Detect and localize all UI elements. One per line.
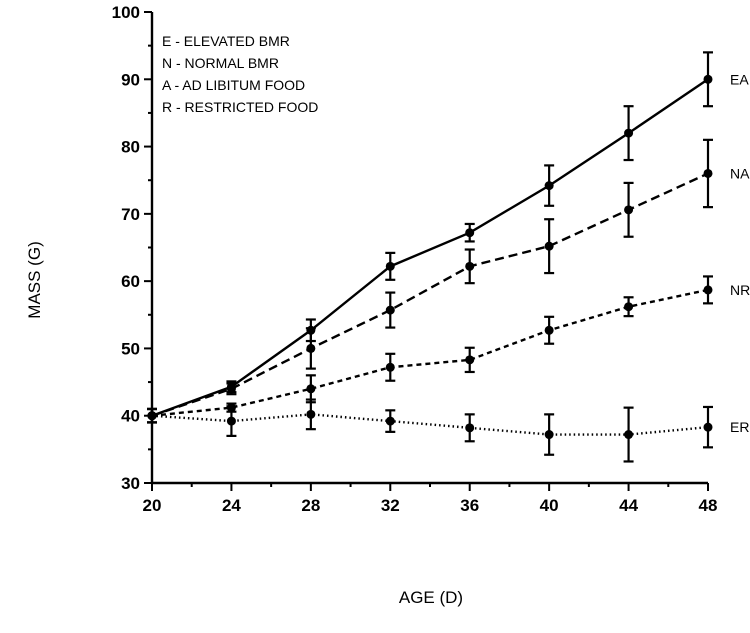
y-tick-label: 70 [121, 205, 140, 224]
series-label: ER [730, 419, 749, 435]
y-tick-label: 60 [121, 272, 140, 291]
data-point [306, 343, 316, 353]
data-point [544, 430, 554, 440]
x-tick-label: 32 [381, 496, 400, 515]
x-axis-title: AGE (D) [399, 588, 463, 607]
data-point [226, 416, 236, 426]
series-label: NA [730, 165, 750, 181]
data-point [703, 285, 713, 295]
data-point [465, 261, 475, 271]
y-axis-title: MASS (G) [25, 241, 44, 318]
data-point [544, 181, 554, 191]
y-tick-label: 50 [121, 339, 140, 358]
data-point [544, 325, 554, 335]
data-point [703, 422, 713, 432]
data-point [703, 74, 713, 84]
x-tick-label: 44 [619, 496, 638, 515]
data-point [465, 228, 475, 238]
series-nr: NR [147, 275, 750, 424]
legend-key-entry: R - RESTRICTED FOOD [162, 99, 318, 115]
data-point [385, 416, 395, 426]
y-tick-label: 100 [112, 3, 140, 22]
legend-key: E - ELEVATED BMR N - NORMAL BMR A - AD LIB… [162, 33, 318, 115]
data-point [624, 205, 634, 215]
data-point [385, 305, 395, 315]
data-point [465, 355, 475, 365]
series-line [151, 413, 709, 436]
series-na: NA [147, 138, 750, 424]
data-point [385, 362, 395, 372]
axes: 30 40 50 60 70 80 90 100 20 24 28 32 36 40 44 48 [112, 3, 718, 515]
x-tick-label: 24 [222, 496, 241, 515]
data-point [306, 409, 316, 419]
data-point [624, 128, 634, 138]
data-point [703, 168, 713, 178]
data-point [544, 241, 554, 251]
series-line [151, 172, 709, 417]
series-line [151, 78, 709, 417]
legend-key-entry: E - ELEVATED BMR [162, 33, 290, 49]
legend-key-entry: A - AD LIBITUM FOOD [162, 77, 305, 93]
y-tick-label: 30 [121, 474, 140, 493]
y-tick-label: 40 [121, 407, 140, 426]
x-tick-label: 20 [143, 496, 162, 515]
data-point [624, 430, 634, 440]
series-label: EA [730, 71, 749, 87]
data-point [385, 261, 395, 271]
x-tick-label: 36 [460, 496, 479, 515]
x-tick-label: 48 [699, 496, 718, 515]
legend-key-entry: N - NORMAL BMR [162, 55, 279, 71]
y-tick-label: 80 [121, 138, 140, 157]
data-point [226, 384, 236, 394]
x-tick-label: 28 [301, 496, 320, 515]
y-tick-label: 90 [121, 70, 140, 89]
data-point [624, 302, 634, 312]
series-label: NR [730, 282, 750, 298]
data-point [306, 384, 316, 394]
series-er: ER [147, 398, 749, 463]
series-line [151, 288, 709, 417]
data-point [147, 411, 157, 421]
data-point [465, 423, 475, 433]
x-tick-label: 40 [540, 496, 559, 515]
series-layer: EA NA NR ER [147, 51, 750, 463]
